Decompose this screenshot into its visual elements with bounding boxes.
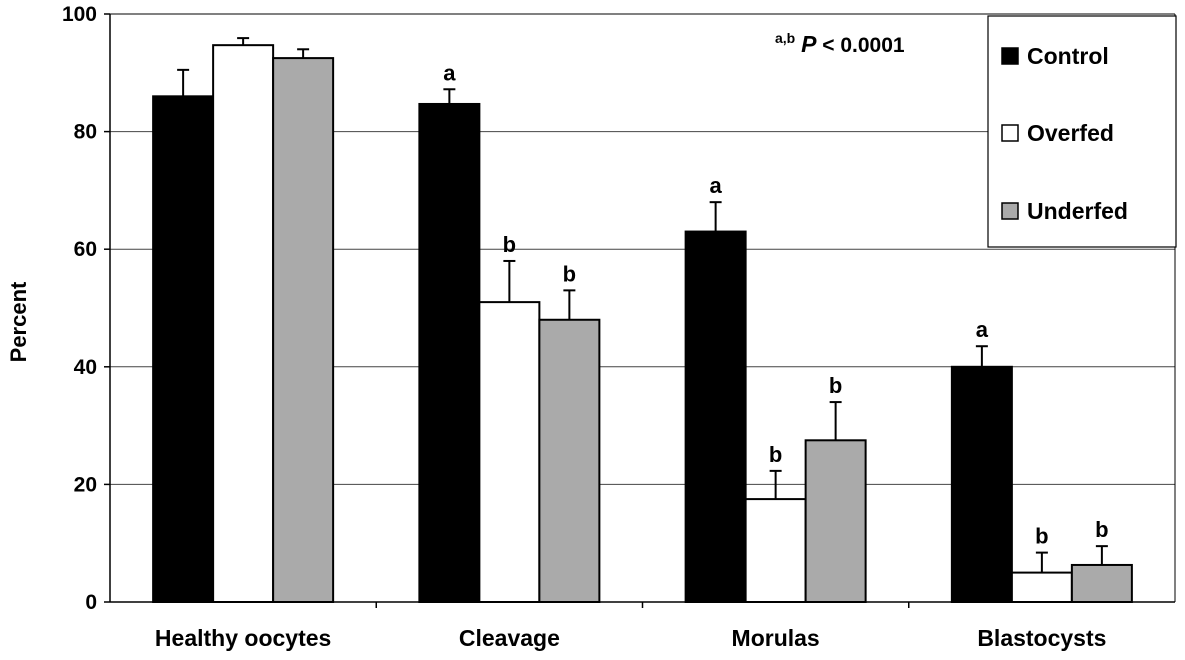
bar-control: [152, 95, 215, 603]
legend-swatch: [1001, 124, 1019, 142]
significance-label: b: [503, 232, 516, 257]
x-ticks: Healthy oocytes Cleavage Morulas Blastocyst…: [155, 602, 1106, 651]
x-tick-label: Cleavage: [459, 625, 560, 651]
legend-swatch: [1001, 47, 1019, 65]
bars: a a a b b b b b b: [152, 37, 1133, 604]
annotation-superscript: a,b: [775, 30, 795, 46]
bar-underfed: [804, 439, 867, 603]
x-tick-label: Morulas: [732, 625, 820, 651]
annotation-p: P: [801, 31, 817, 57]
significance-label: a: [443, 60, 456, 85]
y-tick-label: 40: [74, 356, 97, 379]
significance-label: a: [976, 317, 989, 342]
legend-label: Control: [1027, 43, 1109, 69]
significance-annotation: a,b P < 0.0001: [775, 25, 905, 57]
bar-control: [418, 102, 481, 604]
significance-label: b: [563, 261, 576, 286]
y-tick-label: 20: [74, 473, 97, 496]
significance-label: b: [769, 442, 782, 467]
x-tick-label: Blastocysts: [977, 625, 1106, 651]
y-axis-label: Percent: [6, 281, 31, 362]
x-tick-label: Healthy oocytes: [155, 625, 331, 651]
legend-swatch: [1001, 202, 1019, 220]
bar-overfed: [478, 301, 541, 603]
bar-underfed: [272, 57, 335, 604]
bar-overfed: [1010, 571, 1073, 603]
legend: Control Overfed Underfed: [987, 15, 1177, 248]
significance-label: b: [1035, 524, 1048, 549]
y-tick-label: 0: [85, 591, 97, 614]
bar-underfed: [538, 318, 601, 603]
significance-label: b: [829, 373, 842, 398]
bar-overfed: [744, 498, 807, 604]
significance-label: a: [710, 173, 723, 198]
legend-label: Overfed: [1027, 120, 1114, 146]
y-tick-label: 60: [74, 238, 97, 261]
bar-underfed: [1070, 563, 1133, 603]
legend-box: [987, 15, 1177, 248]
y-tick-label: 100: [62, 3, 97, 26]
annotation-value: < 0.0001: [822, 34, 905, 57]
significance-label: b: [1095, 517, 1108, 542]
y-tick-label: 80: [74, 121, 97, 144]
bar-overfed: [212, 44, 275, 603]
bar-control: [684, 230, 747, 603]
y-ticks: 0 20 40 60 80 100: [62, 3, 110, 614]
legend-label: Underfed: [1027, 198, 1128, 224]
bar-control: [950, 365, 1013, 603]
